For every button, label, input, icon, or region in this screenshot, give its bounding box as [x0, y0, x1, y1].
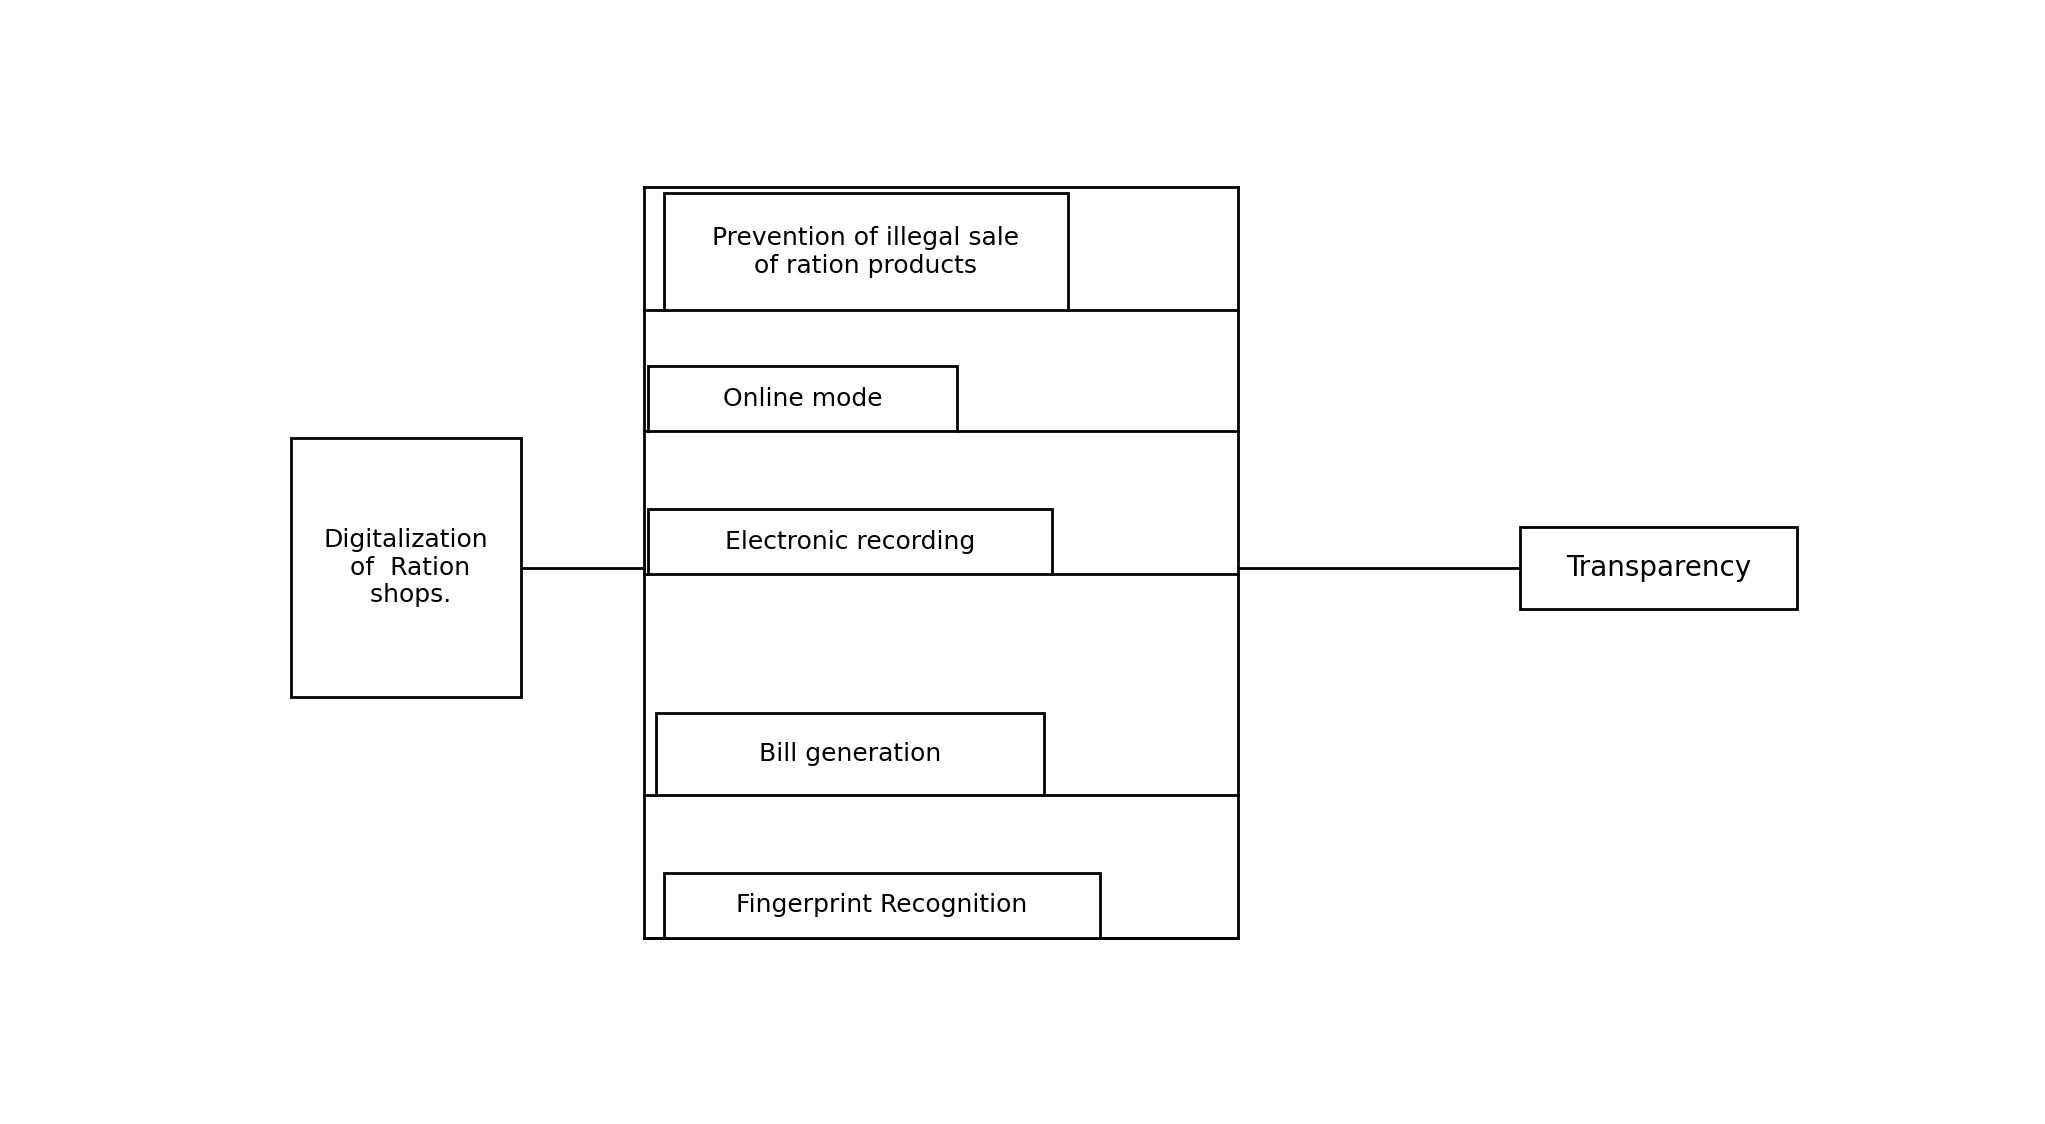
- FancyBboxPatch shape: [656, 713, 1045, 795]
- FancyBboxPatch shape: [648, 509, 1051, 574]
- Text: Digitalization
 of  Ration
 shops.: Digitalization of Ration shops.: [323, 528, 489, 607]
- FancyBboxPatch shape: [665, 872, 1100, 937]
- FancyBboxPatch shape: [1519, 526, 1798, 609]
- FancyBboxPatch shape: [665, 193, 1067, 310]
- Text: Fingerprint Recognition: Fingerprint Recognition: [736, 894, 1027, 917]
- FancyBboxPatch shape: [290, 438, 521, 697]
- FancyBboxPatch shape: [648, 366, 957, 432]
- Text: Electronic recording: Electronic recording: [724, 529, 975, 554]
- Text: Bill generation: Bill generation: [759, 742, 941, 765]
- Text: Online mode: Online mode: [722, 387, 881, 411]
- Text: Prevention of illegal sale
of ration products: Prevention of illegal sale of ration pro…: [712, 226, 1018, 278]
- Text: Transparency: Transparency: [1566, 554, 1751, 581]
